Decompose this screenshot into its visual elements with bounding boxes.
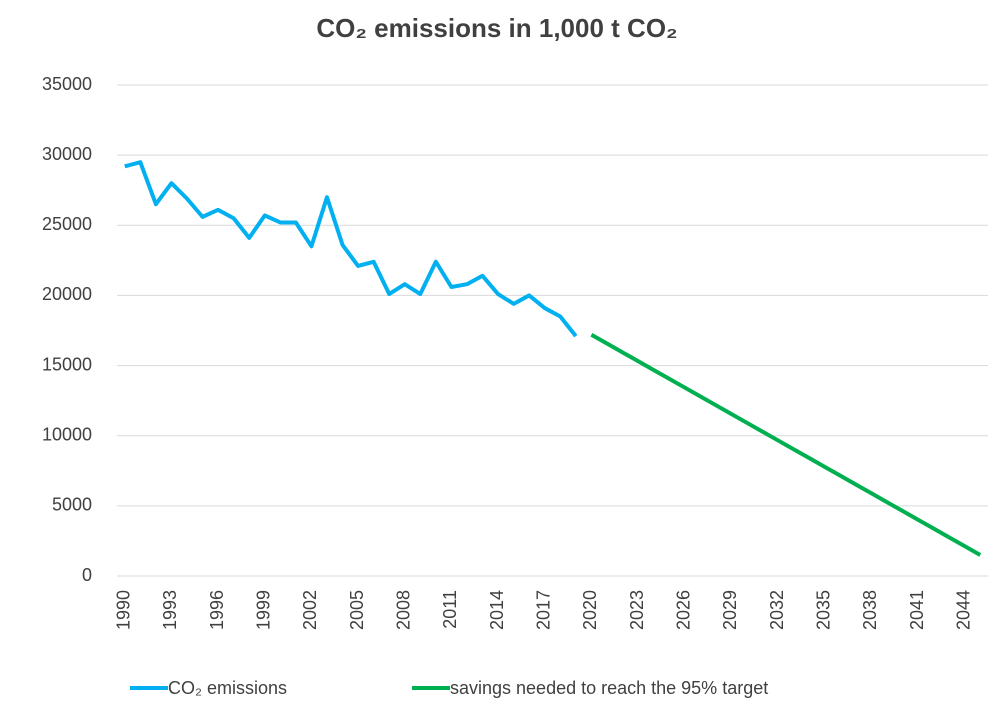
x-tick-label: 2002 (300, 590, 320, 630)
y-tick-label: 25000 (42, 214, 92, 234)
x-tick-label: 1993 (160, 590, 180, 630)
x-tick-label: 2017 (533, 590, 553, 630)
x-tick-label: 2038 (860, 590, 880, 630)
x-tick-label: 2011 (440, 590, 460, 629)
chart-title: CO₂ emissions in 1,000 t CO₂ (316, 13, 677, 43)
x-tick-label: 2026 (673, 590, 693, 630)
x-tick-label: 2044 (953, 590, 973, 630)
y-tick-label: 30000 (42, 144, 92, 164)
x-tick-label: 2023 (627, 590, 647, 630)
x-tick-label: 2008 (393, 590, 413, 630)
x-tick-label: 2041 (907, 590, 927, 630)
x-tick-label: 1990 (114, 590, 134, 630)
series-line (124, 160, 578, 338)
x-tick-label: 1996 (207, 590, 227, 630)
series-line (590, 332, 982, 557)
y-tick-label: 20000 (42, 284, 92, 304)
y-tick-label: 35000 (42, 74, 92, 94)
x-tick-label: 2035 (813, 590, 833, 630)
x-tick-label: 2032 (767, 590, 787, 630)
y-tick-label: 10000 (42, 424, 92, 444)
y-tick-label: 5000 (52, 495, 92, 515)
legend-label: CO₂ emissions (168, 678, 287, 698)
x-tick-label: 2029 (720, 590, 740, 630)
legend-label: savings needed to reach the 95% target (450, 678, 768, 698)
x-tick-label: 2005 (347, 590, 367, 630)
y-tick-label: 0 (82, 565, 92, 585)
y-tick-label: 15000 (42, 354, 92, 374)
x-tick-label: 1999 (254, 590, 274, 630)
x-tick-label: 2014 (487, 590, 507, 630)
x-tick-label: 2020 (580, 590, 600, 630)
